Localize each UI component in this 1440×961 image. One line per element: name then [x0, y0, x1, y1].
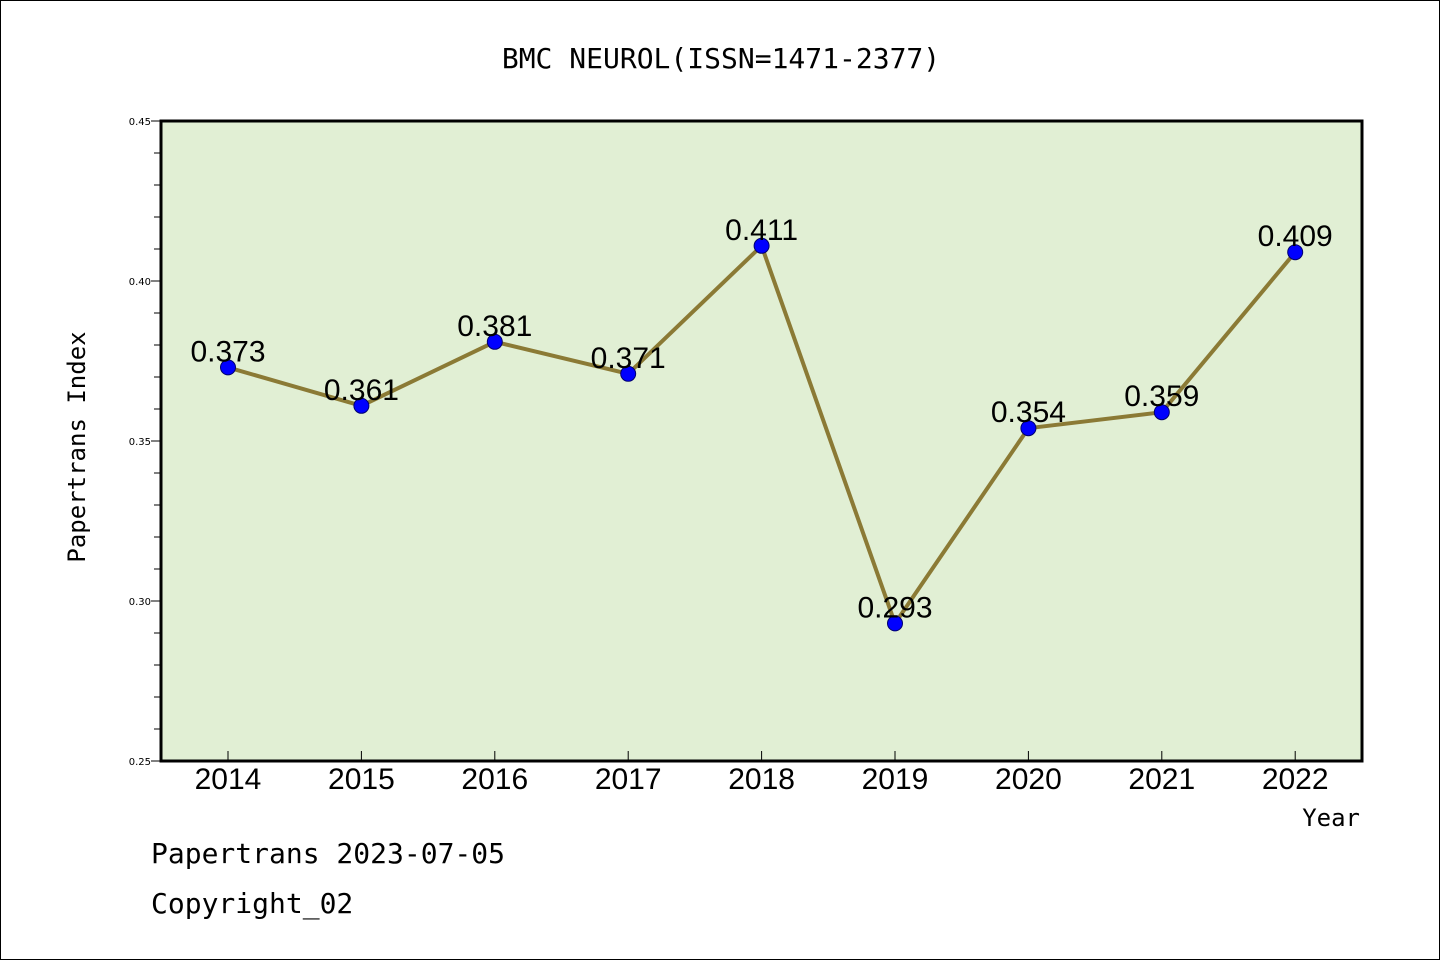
y-tick-label: 0.25 [129, 757, 151, 768]
y-tick-label: 0.40 [129, 277, 151, 288]
data-point [220, 359, 236, 376]
data-label: 0.359 [1124, 380, 1199, 413]
data-label: 0.361 [324, 374, 399, 407]
x-tick-label: 2021 [1128, 763, 1195, 796]
y-tick-label: 0.30 [129, 597, 151, 608]
y-tick-label: 0.35 [129, 437, 151, 448]
y-axis: 0.25 0.30 0.35 0.40 0.45 [129, 117, 161, 768]
data-label: 0.381 [457, 310, 532, 343]
x-axis-label: Year [1302, 804, 1360, 832]
x-tick-label: 2020 [995, 763, 1062, 796]
x-tick-label: 2016 [461, 763, 528, 796]
data-point [353, 397, 370, 414]
x-tick-label: 2022 [1262, 763, 1329, 796]
data-point [620, 365, 637, 382]
data-point [753, 237, 770, 254]
x-tick-label: 2017 [595, 763, 662, 796]
footer-date: Papertrans 2023-07-05 [151, 837, 506, 870]
data-point [1153, 404, 1170, 421]
data-point [887, 615, 903, 632]
data-point [1287, 244, 1304, 261]
x-tick-label: 2015 [328, 763, 395, 796]
x-tick-label: 2019 [862, 763, 929, 796]
data-label: 0.293 [857, 591, 932, 624]
data-labels: 0.373 0.361 0.381 0.371 0.411 0.293 0.354 0.359… [190, 214, 1332, 625]
y-tick-label: 0.45 [129, 117, 151, 128]
data-point [486, 333, 503, 350]
data-label: 0.409 [1258, 220, 1333, 253]
x-tick-label: 2018 [728, 763, 795, 796]
plot-area [159, 119, 1364, 763]
data-label: 0.371 [591, 342, 666, 375]
chart-title: BMC NEUROL(ISSN=1471-2377) [502, 42, 940, 75]
data-label: 0.411 [725, 214, 798, 247]
x-tick-label: 2014 [195, 763, 262, 796]
series [220, 237, 1304, 632]
data-label: 0.373 [190, 335, 265, 368]
footer-copyright: Copyright_02 [151, 887, 354, 920]
data-point [1020, 420, 1037, 437]
y-axis-label: Papertrans Index [63, 331, 91, 562]
data-label: 0.354 [991, 396, 1066, 429]
x-axis: 2014 2015 2016 2017 2018 2019 2020 2021 2022 [195, 751, 1329, 796]
